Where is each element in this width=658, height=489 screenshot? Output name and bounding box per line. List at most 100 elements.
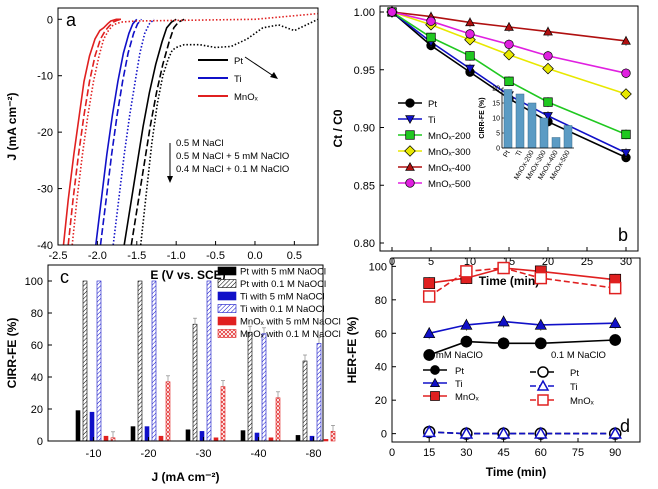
panel-letter: c (60, 267, 69, 287)
data-point (504, 76, 514, 86)
panel-letter: a (66, 10, 77, 30)
y-axis-label: Ct / C0 (331, 109, 345, 147)
legend-label: MnOₓ (455, 392, 480, 403)
data-point (465, 29, 475, 39)
x-tick-label: -2.5 (49, 250, 68, 262)
data-series-line (391, 11, 627, 159)
bar (206, 280, 212, 442)
legend-label: MnOₓ (570, 396, 595, 407)
x-tick-label: 5 (428, 256, 434, 268)
x-tick-label: 25 (581, 256, 593, 268)
bar (82, 280, 88, 442)
y-tick-label: 0 (37, 436, 43, 448)
y-tick-label: 0.80 (354, 238, 375, 250)
inset-bar (539, 117, 549, 149)
data-point (405, 178, 415, 188)
data-point (426, 32, 436, 43)
bar (247, 331, 253, 442)
data-point (503, 48, 515, 61)
data-point (429, 377, 441, 387)
legend-label: Ti (234, 74, 242, 85)
y-tick-label: -10 (37, 71, 53, 83)
x-tick-label: -40 (251, 448, 267, 460)
panel-a: 0 -10 -20 -30 -40-2.5 -2.0 -1.5 -1.0 -0.5 0.0 0.5 E… (5, 7, 319, 282)
x-tick-label: -10 (86, 448, 102, 460)
bar (302, 360, 308, 442)
legend-swatch (217, 266, 237, 276)
inset-y-tick-label: 20 (492, 86, 500, 93)
data-point (609, 334, 622, 346)
data-point (430, 391, 440, 401)
plot-frame (47, 264, 324, 442)
legend-label: Ti with 5 mM NaOCl (240, 292, 325, 303)
inset-bar (515, 93, 525, 149)
y-tick-label: 80 (31, 308, 43, 320)
y-tick-label: 0 (47, 14, 53, 26)
y-tick-label: 40 (375, 362, 387, 374)
bar (96, 280, 102, 442)
data-point (608, 281, 622, 295)
data-point (460, 335, 473, 348)
x-axis-label: Time (min) (479, 274, 539, 288)
x-tick-label: -80 (306, 448, 322, 460)
data-series-line (391, 11, 627, 154)
bar (261, 333, 267, 442)
data-point (621, 129, 631, 140)
data-point (497, 261, 510, 275)
legend-label: MnOₓ-300 (428, 147, 471, 158)
legend-title: 5 mM NaClO (428, 350, 483, 361)
data-point (537, 366, 549, 378)
data-point (542, 62, 554, 75)
x-tick-label: 15 (423, 447, 435, 459)
x-tick-label: 20 (542, 256, 554, 268)
bar (220, 386, 226, 442)
y-tick-label: 0.90 (354, 123, 375, 135)
inset-y-tick-label: 5 (496, 131, 500, 138)
x-axis-label: J (mA cm⁻²) (152, 470, 220, 484)
y-tick-label: 0.95 (354, 65, 375, 77)
legend-label: 0.4 M NaCl + 0.1 M NaClO (176, 164, 289, 175)
data-point (422, 424, 436, 438)
legend-label: Ti (455, 379, 463, 390)
y-tick-label: 40 (31, 372, 43, 384)
data-series-line (130, 18, 185, 246)
data-series-line (429, 320, 616, 335)
inset-bar (503, 89, 513, 149)
bar (275, 397, 281, 442)
x-axis-label: E (V vs. SCE) (150, 268, 225, 282)
panel-letter: d (620, 416, 630, 436)
legend-label: Ti with 0.1 M NaOCl (240, 304, 325, 315)
legend-swatch (217, 329, 237, 338)
data-series-line (62, 18, 121, 246)
data-point (405, 98, 415, 108)
data-point (423, 349, 436, 361)
x-tick-label: 75 (572, 447, 584, 459)
legend-label: MnOₓ-400 (428, 163, 471, 174)
data-point (543, 51, 553, 61)
inset-y-tick-label: 0 (496, 146, 500, 153)
panel-b: 1.00 0.95 0.90 0.85 0.80 0 5 10 15 20 25 30 Time (mi… (331, 5, 639, 288)
data-point (460, 318, 473, 330)
data-series-line (139, 18, 319, 246)
data-point (423, 277, 436, 289)
legend-arrow-head (167, 176, 173, 183)
x-tick-label: 60 (535, 447, 547, 459)
x-tick-label: -2.0 (88, 250, 107, 262)
legend-swatch (217, 304, 237, 313)
inset-y-axis-label: CIRR-FE (%) (479, 97, 486, 138)
data-point (534, 271, 548, 285)
legend-label: Ti (570, 382, 578, 393)
x-tick-label: -1.0 (167, 250, 186, 262)
bar (89, 411, 95, 442)
data-point (504, 21, 514, 31)
data-point (426, 16, 436, 26)
legend-title: 0.1 M NaClO (551, 350, 606, 361)
y-tick-label: -30 (37, 184, 53, 196)
data-point (460, 265, 473, 278)
y-tick-label: 100 (369, 261, 387, 273)
data-point (534, 318, 547, 330)
legend-swatch (217, 291, 237, 301)
y-axis-label: J (mA cm⁻²) (5, 93, 19, 161)
data-series-line (429, 431, 616, 435)
panel-c: -10 -20 -30 -40 -80 0 20 40 60 80 100 J (mA cm⁻²) CI… (5, 264, 341, 484)
